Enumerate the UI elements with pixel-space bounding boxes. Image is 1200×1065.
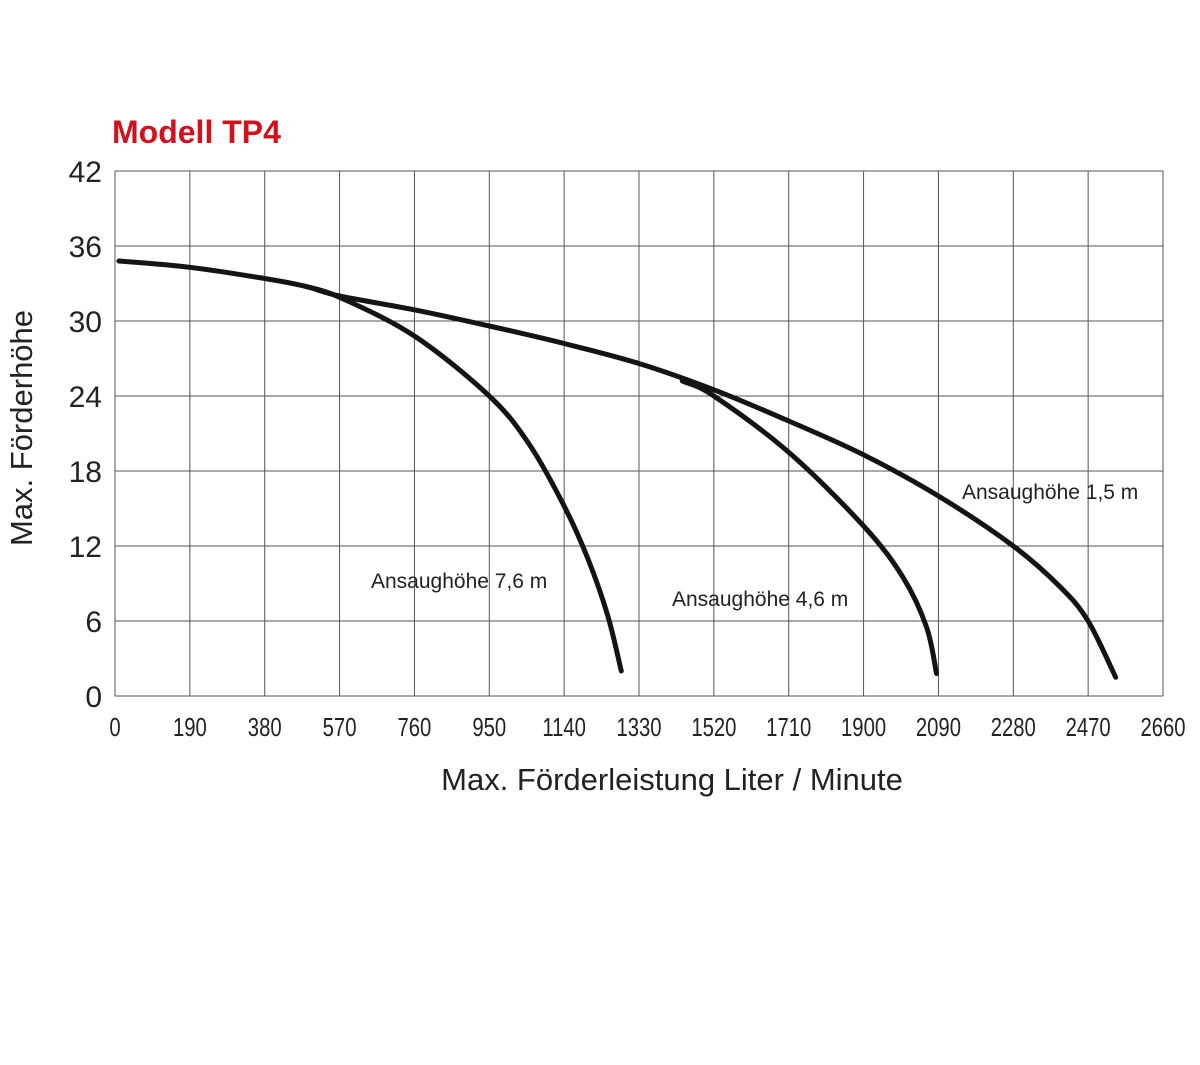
x-tick-label: 190: [173, 713, 207, 742]
x-tick-label-group: 1710: [766, 713, 811, 742]
x-tick-label: 2090: [916, 713, 961, 742]
x-tick-label: 1140: [542, 713, 586, 742]
x-tick-label-group: 380: [248, 713, 282, 742]
chart-title: Modell TP4: [112, 114, 281, 150]
x-tick-label-group: 2660: [1140, 713, 1185, 742]
x-tick-label: 1900: [841, 713, 886, 742]
y-tick-label: 12: [69, 531, 102, 564]
x-tick-label-group: 1900: [841, 713, 886, 742]
curve-labels: Ansaughöhe 1,5 m Ansaughöhe 4,6 m Ansaughö…: [371, 481, 1138, 611]
x-tick-label: 950: [472, 713, 506, 742]
x-tick-label-group: 570: [323, 713, 357, 742]
x-tick-label: 1520: [691, 713, 736, 742]
x-tick-label: 1710: [766, 713, 811, 742]
x-tick-label-group: 760: [398, 713, 432, 742]
y-axis-label: Max. Förderhöhe: [4, 310, 39, 546]
y-tick-label: 36: [69, 231, 102, 264]
series-line-3: [301, 283, 624, 674]
x-tick-label-group: 2470: [1066, 713, 1111, 742]
y-tick-label: 6: [85, 606, 102, 639]
y-tick-label: 30: [69, 306, 102, 339]
series-line-1: [116, 258, 1119, 680]
x-tick-label-group: 2090: [916, 713, 961, 742]
y-tick-label: 18: [69, 456, 102, 489]
x-axis-label: Max. Förderleistung Liter / Minute: [441, 762, 903, 797]
curve-label: Ansaughöhe 1,5 m: [962, 481, 1138, 504]
x-tick-label: 1330: [616, 713, 661, 742]
x-axis-ticks: 0 190 380 570 760 950 1140 1330 1520 1710 1900 2090…: [109, 713, 1185, 742]
series-curves: [116, 258, 1119, 680]
x-tick-label-group: 2280: [991, 713, 1036, 742]
x-tick-label: 760: [398, 713, 432, 742]
x-tick-label: 2280: [991, 713, 1036, 742]
grid: [114, 170, 1164, 697]
x-tick-label-group: 190: [173, 713, 207, 742]
curve-label: Ansaughöhe 7,6 m: [371, 570, 547, 593]
x-tick-label-group: 1330: [616, 713, 661, 742]
x-tick-label-group: 1140: [542, 713, 586, 742]
y-tick-label: 42: [69, 156, 102, 189]
y-tick-label: 24: [69, 381, 102, 414]
x-tick-label: 570: [323, 713, 357, 742]
x-tick-label: 0: [109, 713, 120, 742]
x-tick-label: 2470: [1066, 713, 1111, 742]
y-axis-ticks: 0 6 12 18 24 30 36 42: [69, 156, 102, 714]
x-tick-label-group: 1520: [691, 713, 736, 742]
x-tick-label: 380: [248, 713, 282, 742]
series-line-2: [679, 378, 939, 676]
curve-label: Ansaughöhe 4,6 m: [672, 588, 848, 611]
x-tick-label-group: 0: [109, 713, 120, 742]
y-tick-label: 0: [85, 681, 102, 714]
x-tick-label-group: 950: [472, 713, 506, 742]
x-tick-label: 2660: [1140, 713, 1185, 742]
